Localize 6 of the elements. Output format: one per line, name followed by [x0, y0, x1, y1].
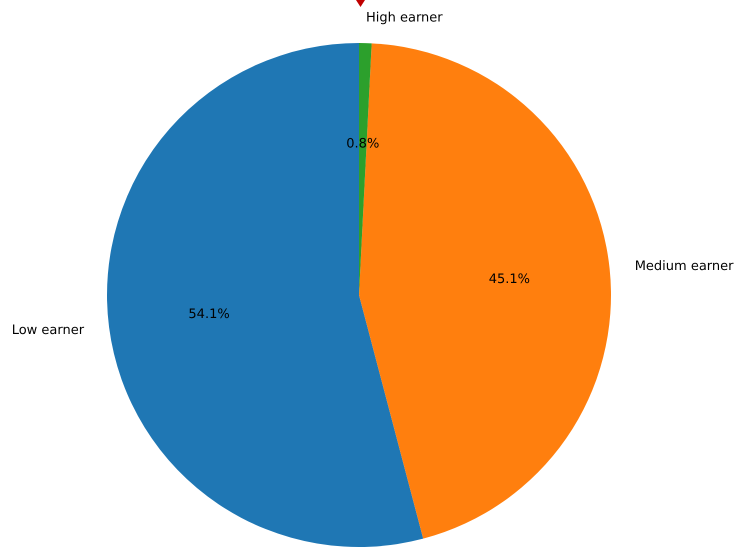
- slice-label: High earner: [366, 10, 444, 26]
- slice-label: Medium earner: [634, 258, 734, 274]
- slice-label: Low earner: [12, 323, 85, 338]
- data-label: 54.1%: [188, 306, 230, 322]
- data-label: 0.8%: [346, 136, 380, 152]
- data-label: 45.1%: [488, 272, 530, 287]
